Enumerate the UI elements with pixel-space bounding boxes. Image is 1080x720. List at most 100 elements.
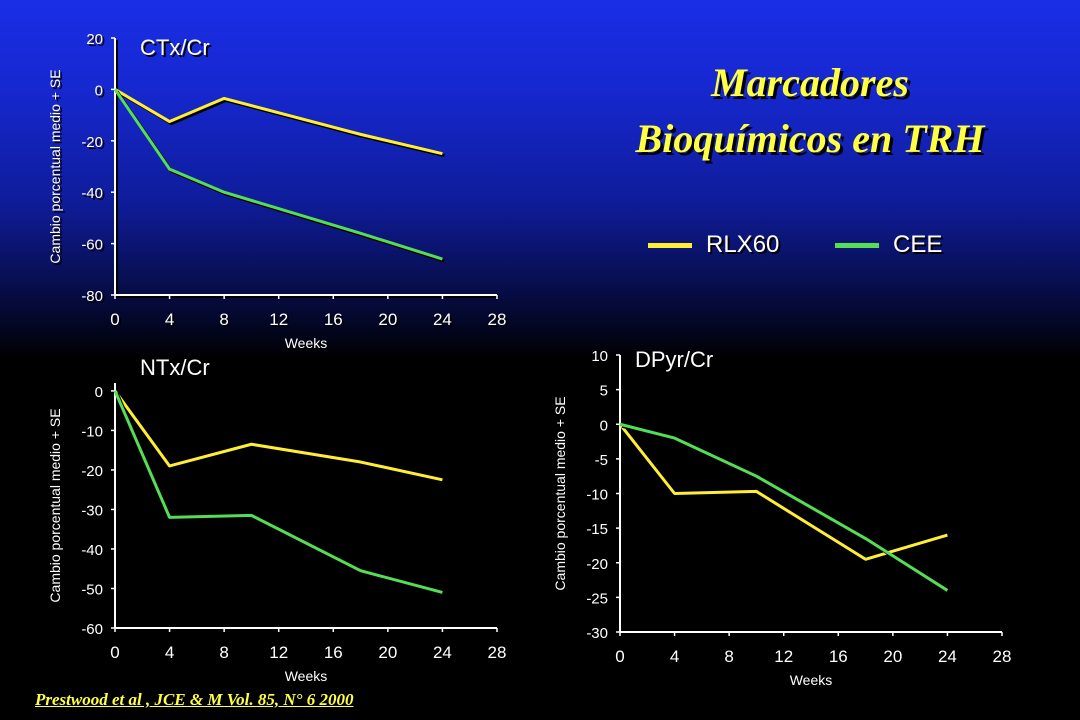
- legend-item-cee: CEE: [835, 228, 942, 262]
- x-tick-label: 4: [165, 643, 174, 662]
- y-tick-label-shadow: -60: [83, 623, 105, 640]
- y-tick-label-shadow: -25: [588, 592, 610, 609]
- y-tick-label: 10: [591, 348, 608, 365]
- x-tick-label-shadow: 12: [776, 649, 795, 668]
- y-tick-label: -40: [81, 542, 103, 559]
- y-tick-label: 20: [86, 31, 103, 48]
- x-tick-label-shadow: 12: [271, 645, 290, 664]
- chart-title-shadow: NTx/Cr: [142, 357, 212, 382]
- y-tick-label: -30: [586, 625, 608, 642]
- y-tick-label-shadow: 0: [602, 419, 610, 436]
- x-tick-label-shadow: 28: [490, 645, 509, 664]
- y-tick-label-shadow: -40: [83, 187, 105, 204]
- slide-title: Marcadores Bioquímicos en TRH: [560, 55, 1060, 167]
- y-tick-label: -80: [81, 288, 103, 305]
- x-tick-label-shadow: 4: [167, 312, 176, 331]
- y-tick-label: -60: [81, 237, 103, 254]
- citation: Prestwood et al , JCE & M Vol. 85, N° 6 …: [35, 690, 354, 709]
- x-tick-label: 12: [269, 310, 288, 329]
- x-axis-label: Weeks: [285, 335, 328, 351]
- y-tick-label: -20: [81, 463, 103, 480]
- x-tick-label: 12: [774, 647, 793, 666]
- x-tick-label-shadow: 4: [167, 645, 176, 664]
- x-axis-label: Weeks: [285, 668, 328, 684]
- x-tick-label: 0: [110, 643, 119, 662]
- y-tick-label-shadow: -40: [83, 544, 105, 561]
- series-line-rlx60: [114, 88, 443, 156]
- y-axis-label-shadow: Cambio porcentual medio + SE: [49, 71, 65, 265]
- x-tick-label-shadow: 8: [726, 649, 735, 668]
- x-tick-label-shadow: 8: [221, 312, 230, 331]
- x-tick-label-shadow: 16: [831, 649, 850, 668]
- x-tick-label: 24: [433, 310, 452, 329]
- y-tick-label-shadow: -5: [597, 454, 610, 471]
- series-line-cee-shadow: [115, 392, 445, 596]
- legend-label-rlx60: RLX60: [706, 231, 780, 258]
- y-tick-label-shadow: -20: [83, 465, 105, 482]
- x-tick-label: 8: [219, 310, 228, 329]
- y-tick-label: -40: [81, 185, 103, 202]
- x-tick-label-shadow: 20: [380, 312, 399, 331]
- x-tick-label: 24: [433, 643, 452, 662]
- y-tick-label: -5: [595, 452, 608, 469]
- chart-dpyrcr: 10105500-5-5-10-10-15-15-20-20-25-25-30-…: [552, 347, 1013, 690]
- y-tick-label-shadow: 0: [97, 386, 105, 403]
- x-tick-label: 28: [488, 643, 507, 662]
- x-tick-label-shadow: 0: [112, 312, 121, 331]
- x-tick-label-shadow: 28: [995, 649, 1014, 668]
- x-tick-label: 0: [615, 647, 624, 666]
- chart-title-shadow: DPyr/Cr: [637, 349, 715, 374]
- x-tick-label: 20: [883, 647, 902, 666]
- x-tick-label: 8: [724, 647, 733, 666]
- x-tick-label-shadow: 20: [380, 645, 399, 664]
- x-tick-label: 8: [219, 643, 228, 662]
- y-tick-label-shadow: -10: [588, 489, 610, 506]
- x-tick-label: 16: [324, 310, 343, 329]
- y-tick-label: 0: [95, 82, 103, 99]
- x-tick-label-shadow: 0: [112, 645, 121, 664]
- y-tick-label: -60: [81, 621, 103, 638]
- series-line-rlx60: [113, 390, 443, 482]
- y-tick-label-shadow: 10: [593, 350, 610, 367]
- x-axis-label-shadow: Weeks: [287, 337, 330, 353]
- x-tick-label: 4: [165, 310, 174, 329]
- y-tick-label-shadow: -80: [83, 290, 105, 307]
- x-tick-label-shadow: 24: [435, 312, 454, 331]
- x-tick-label: 28: [993, 647, 1012, 666]
- y-tick-label-shadow: -30: [83, 504, 105, 521]
- x-tick-label-shadow: 16: [326, 645, 345, 664]
- x-tick-label-shadow: 24: [435, 645, 454, 664]
- y-axis-label: Cambio porcentual medio + SE: [552, 396, 568, 590]
- x-tick-label-shadow: 20: [885, 649, 904, 668]
- y-tick-label-shadow: -60: [83, 239, 105, 256]
- x-axis-label-shadow: Weeks: [792, 674, 835, 690]
- legend-swatch-rlx60: [648, 242, 692, 248]
- x-tick-label: 16: [829, 647, 848, 666]
- y-tick-label: -20: [586, 556, 608, 573]
- y-tick-label-shadow: -20: [83, 136, 105, 153]
- y-axis-label-shadow: Cambio porcentual medio + SE: [554, 398, 570, 592]
- y-tick-label: 0: [95, 384, 103, 401]
- legend-label-cee: CEE: [893, 231, 943, 258]
- y-tick-label: -15: [586, 521, 608, 538]
- y-axis-label-shadow: Cambio porcentual medio + SE: [49, 410, 65, 604]
- y-tick-label-shadow: -30: [588, 627, 610, 644]
- x-tick-label-shadow: 0: [617, 649, 626, 668]
- x-tick-label: 20: [378, 643, 397, 662]
- y-tick-label-shadow: 20: [88, 33, 105, 50]
- chart-title: CTx/Cr: [140, 35, 210, 60]
- y-tick-label: -30: [81, 502, 103, 519]
- series-line-rlx60-shadow: [116, 90, 445, 158]
- series-line-cee: [113, 88, 443, 261]
- series-line-cee-shadow: [115, 90, 445, 263]
- x-tick-label-shadow: 4: [672, 649, 681, 668]
- chart-title: DPyr/Cr: [635, 347, 713, 372]
- x-axis-label: Weeks: [790, 672, 833, 688]
- x-tick-label-shadow: 24: [940, 649, 959, 668]
- series-line-rlx60: [618, 423, 948, 561]
- series-line-cee: [113, 390, 443, 594]
- y-tick-label: -50: [81, 581, 103, 598]
- title-line-1: Marcadores: [711, 60, 909, 105]
